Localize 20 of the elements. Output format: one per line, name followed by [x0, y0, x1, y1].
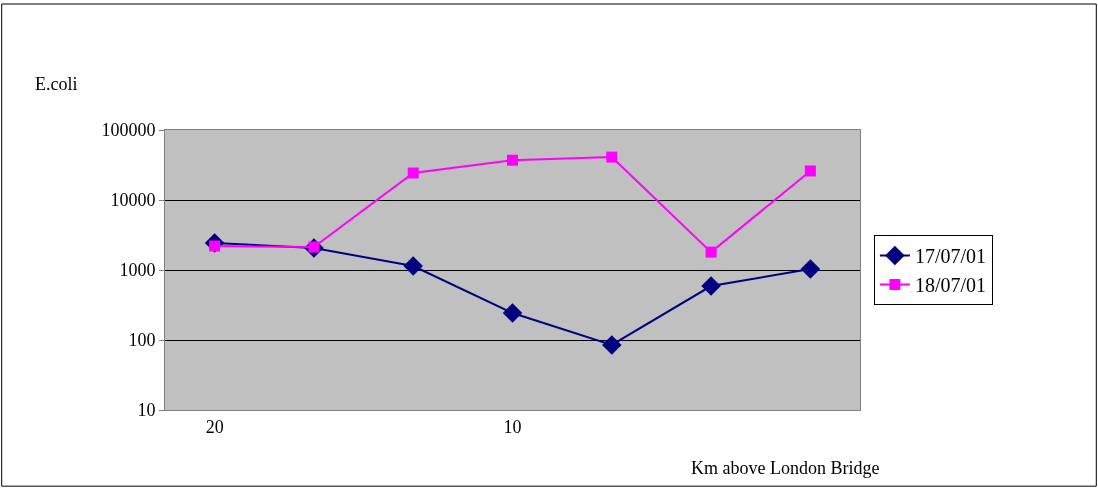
legend-label: 17/07/01 [914, 245, 987, 268]
y-tick-label: 1000 [119, 260, 156, 281]
y-tick-label: 100 [128, 330, 156, 351]
legend-label: 18/07/01 [914, 274, 987, 297]
y-axis-title: E.coli [35, 74, 78, 94]
x-axis-title: Km above London Bridge [691, 458, 880, 478]
y-tick-label: 10000 [110, 190, 156, 211]
point [507, 154, 518, 166]
point [403, 256, 423, 276]
point [606, 151, 618, 163]
point [804, 165, 816, 177]
point [407, 167, 419, 179]
point [502, 303, 523, 323]
point [705, 246, 717, 258]
y-tick-label: 100000 [101, 120, 156, 141]
y-tick-label: 10 [137, 400, 156, 421]
point [800, 259, 821, 279]
x-tick-label: 20 [205, 416, 224, 437]
point [701, 276, 721, 296]
point [602, 335, 622, 355]
